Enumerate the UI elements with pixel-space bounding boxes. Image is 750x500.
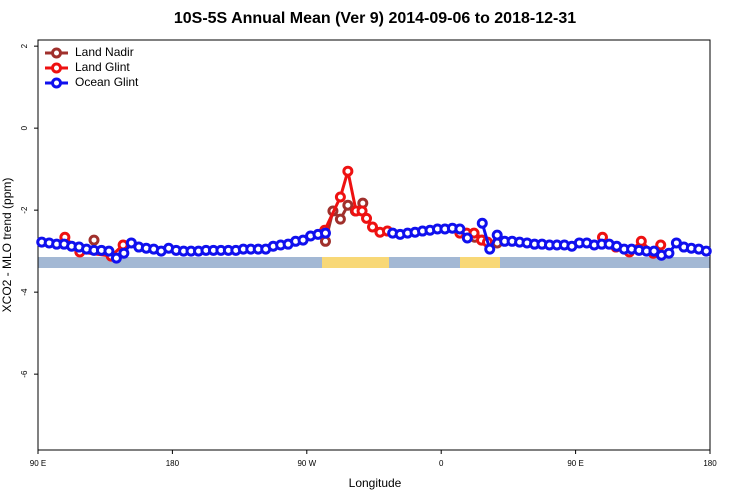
- data-point: [454, 223, 466, 235]
- data-point: [476, 217, 488, 229]
- data-point: [491, 229, 503, 241]
- data-point: [103, 245, 115, 257]
- chart-title: 10S-5S Annual Mean (Ver 9) 2014-09-06 to…: [174, 10, 576, 27]
- data-point: [468, 227, 480, 239]
- data-point: [334, 213, 346, 225]
- y-tick-label: 0: [20, 125, 29, 130]
- legend-label: Ocean Glint: [75, 75, 139, 89]
- legend-marker: [51, 77, 62, 89]
- data-point: [342, 199, 354, 211]
- data-point: [334, 191, 346, 203]
- data-point: [361, 212, 373, 224]
- x-tick-label: 0: [439, 459, 444, 468]
- data-point: [342, 165, 354, 177]
- y-tick-label: -4: [20, 288, 29, 296]
- x-tick-label: 90 W: [297, 459, 316, 468]
- x-tick-label: 90 E: [30, 459, 46, 468]
- x-tick-label: 180: [166, 459, 180, 468]
- y-axis-label: XCO2 - MLO trend (ppm): [0, 178, 14, 313]
- data-point: [461, 232, 473, 244]
- data-point: [663, 247, 675, 259]
- x-tick-label: 180: [703, 459, 717, 468]
- data-point: [655, 239, 667, 251]
- legend-marker: [51, 47, 62, 59]
- data-point: [110, 252, 122, 264]
- data-point: [484, 243, 496, 255]
- data-point: [635, 235, 647, 247]
- legend-label: Land Nadir: [75, 45, 134, 59]
- x-axis-label: Longitude: [349, 476, 402, 490]
- legend-marker: [51, 62, 62, 74]
- data-point: [118, 247, 130, 259]
- y-tick-label: -6: [20, 370, 29, 378]
- data-point: [367, 221, 379, 233]
- x-tick-label: 90 E: [567, 459, 583, 468]
- y-tick-label: 2: [20, 43, 29, 48]
- data-point: [88, 234, 100, 246]
- data-point: [700, 245, 712, 257]
- y-tick-label: -2: [20, 206, 29, 214]
- map-strip: [38, 257, 710, 268]
- legend-label: Land Glint: [75, 60, 130, 74]
- data-point: [356, 205, 368, 217]
- data-point: [319, 227, 331, 239]
